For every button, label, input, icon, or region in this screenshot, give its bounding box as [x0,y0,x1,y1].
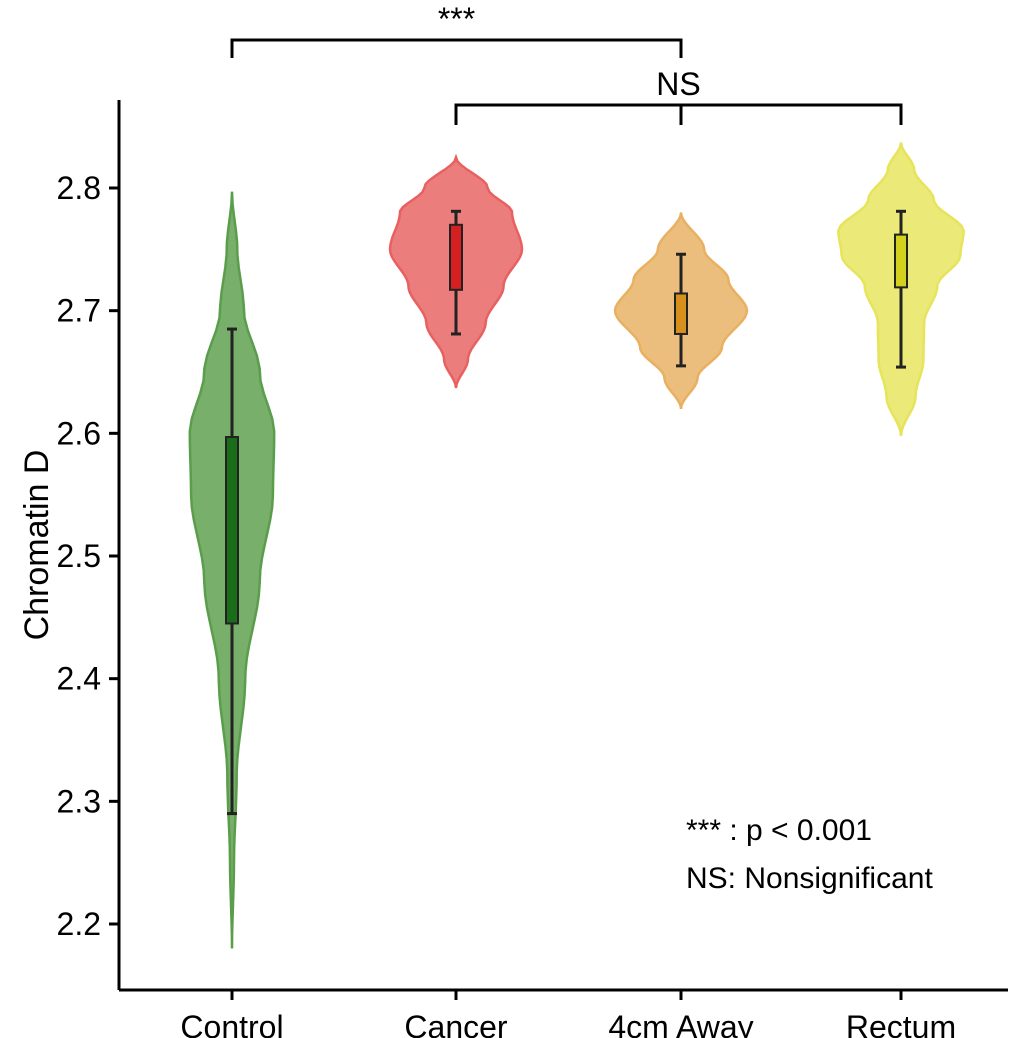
significance-brackets: *** NS [230,1,903,125]
y-tick-layer: 2.2 2.3 2.4 2.5 2.6 2.7 2.8 [57,170,119,942]
y-axis-title: Chromatin D [18,450,56,641]
y-tick-label: 2.4 [57,661,101,697]
x-tick-layer: Control Cancer 4cm Away Rectum [180,990,956,1038]
y-tick-label: 2.7 [57,293,101,329]
y-tick-label: 2.3 [57,783,101,819]
x-tick-label: Control [180,1009,283,1038]
legend-line-1: *** : p < 0.001 [686,814,872,847]
legend: *** : p < 0.001 NS: Nonsignificant [686,814,933,895]
y-tick-label: 2.2 [57,906,101,942]
bracket-ns [454,103,903,125]
box-4cm-away [674,292,688,335]
bracket-label: *** [438,1,475,37]
y-tick-label: 2.6 [57,415,101,451]
bracket-significant [230,38,683,58]
y-tick-label: 2.8 [57,170,101,206]
box-layer [225,209,908,816]
x-tick-label: Cancer [404,1009,508,1038]
box-rectum [894,233,908,289]
bracket-label: NS [656,66,700,102]
x-tick-label: 4cm Away [608,1009,753,1038]
x-tick-label: Rectum [846,1009,956,1038]
y-tick-label: 2.5 [57,538,101,574]
box-control [225,436,239,625]
legend-line-2: NS: Nonsignificant [686,862,933,895]
box-cancer [449,223,463,291]
